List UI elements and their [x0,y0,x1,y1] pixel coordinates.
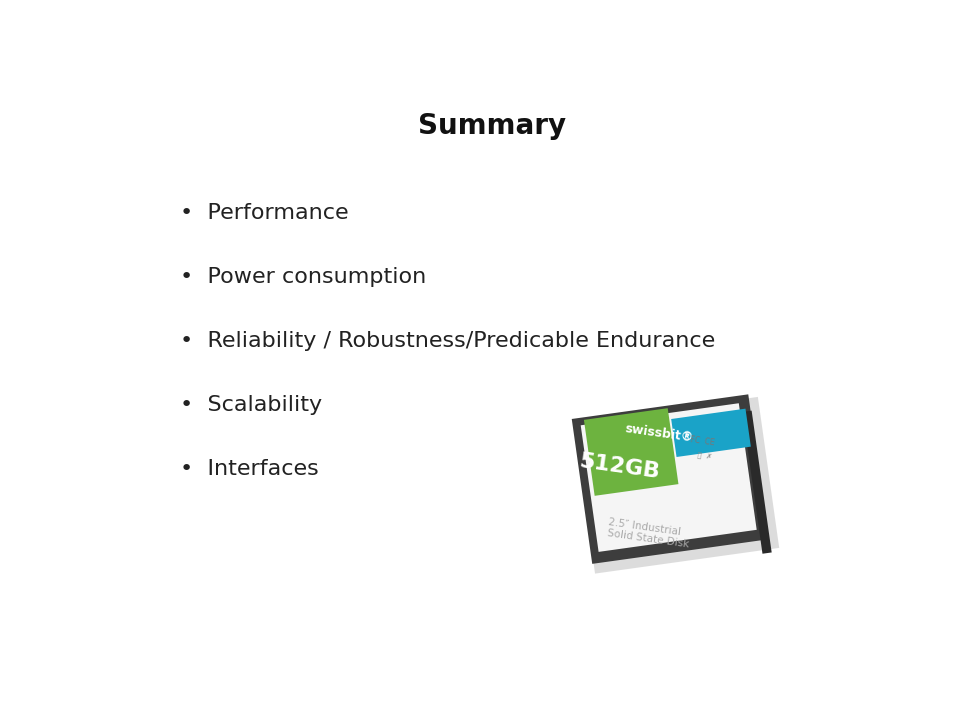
Text: 512GB: 512GB [577,451,660,482]
Text: Ⓡ  ✗: Ⓡ ✗ [697,451,712,460]
Polygon shape [671,409,751,457]
Polygon shape [742,410,772,554]
Text: FC  CE: FC CE [689,435,715,447]
Text: Summary: Summary [418,112,566,140]
Text: •  Reliability / Robustness/Predicable Endurance: • Reliability / Robustness/Predicable En… [180,331,716,351]
Polygon shape [581,403,756,552]
Polygon shape [574,397,780,574]
Text: swissbit®: swissbit® [624,423,694,445]
Polygon shape [584,408,679,496]
Text: 2.5″ Industrial
Solid State Disk: 2.5″ Industrial Solid State Disk [607,517,691,549]
Polygon shape [572,395,769,564]
Text: •  Performance: • Performance [180,204,349,223]
Text: •  Scalability: • Scalability [180,395,323,415]
Text: •  Interfaces: • Interfaces [180,459,319,479]
Text: •  Power consumption: • Power consumption [180,267,426,287]
